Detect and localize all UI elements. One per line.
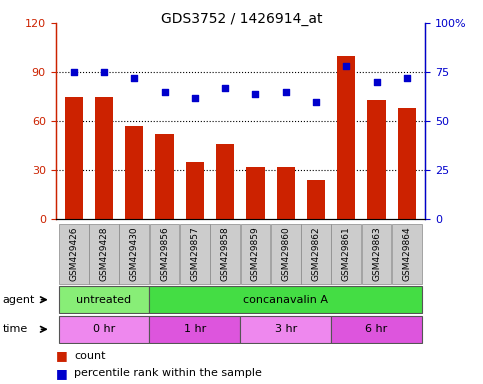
Bar <box>362 224 391 284</box>
Bar <box>125 126 143 219</box>
Point <box>282 89 290 95</box>
Point <box>130 75 138 81</box>
Bar <box>58 316 149 343</box>
Bar <box>119 224 149 284</box>
Text: GSM429864: GSM429864 <box>402 226 412 281</box>
Point <box>373 79 381 85</box>
Point <box>221 85 229 91</box>
Bar <box>149 286 422 313</box>
Bar <box>150 224 179 284</box>
Text: GSM429861: GSM429861 <box>342 226 351 281</box>
Text: GSM429860: GSM429860 <box>281 226 290 281</box>
Bar <box>331 316 422 343</box>
Text: GSM429426: GSM429426 <box>69 226 78 281</box>
Point <box>252 91 259 97</box>
Bar <box>149 316 241 343</box>
Bar <box>58 286 149 313</box>
Text: GSM429858: GSM429858 <box>221 226 229 281</box>
Text: 1 hr: 1 hr <box>184 324 206 334</box>
Text: GSM429862: GSM429862 <box>312 226 321 281</box>
Text: 3 hr: 3 hr <box>275 324 297 334</box>
Text: GSM429863: GSM429863 <box>372 226 381 281</box>
Text: count: count <box>74 351 105 361</box>
Point <box>342 63 350 69</box>
Bar <box>186 162 204 219</box>
Bar <box>368 100 385 219</box>
Bar <box>95 97 113 219</box>
Bar <box>241 224 270 284</box>
Bar <box>216 144 234 219</box>
Text: GSM429428: GSM429428 <box>99 226 109 281</box>
Bar <box>180 224 210 284</box>
Bar <box>271 224 300 284</box>
Bar <box>392 224 422 284</box>
Text: GSM429857: GSM429857 <box>190 226 199 281</box>
Bar <box>65 97 83 219</box>
Text: GSM429856: GSM429856 <box>160 226 169 281</box>
Text: percentile rank within the sample: percentile rank within the sample <box>74 368 262 378</box>
Bar <box>331 224 361 284</box>
Bar <box>337 56 355 219</box>
Text: ■: ■ <box>56 349 67 362</box>
Text: GDS3752 / 1426914_at: GDS3752 / 1426914_at <box>161 12 322 25</box>
Bar <box>301 224 331 284</box>
Text: agent: agent <box>2 295 35 305</box>
Text: 0 hr: 0 hr <box>93 324 115 334</box>
Bar <box>241 316 331 343</box>
Text: GSM429859: GSM429859 <box>251 226 260 281</box>
Text: ■: ■ <box>56 367 67 380</box>
Point <box>312 98 320 104</box>
Point <box>70 69 78 75</box>
Point <box>161 89 169 95</box>
Point <box>100 69 108 75</box>
Bar <box>307 180 325 219</box>
Bar <box>89 224 119 284</box>
Bar <box>59 224 88 284</box>
Text: GSM429430: GSM429430 <box>130 226 139 281</box>
Point <box>191 94 199 101</box>
Bar <box>398 108 416 219</box>
Bar <box>246 167 265 219</box>
Bar <box>210 224 240 284</box>
Text: 6 hr: 6 hr <box>366 324 388 334</box>
Text: untreated: untreated <box>76 295 131 305</box>
Point <box>403 75 411 81</box>
Text: time: time <box>2 324 28 334</box>
Bar <box>156 134 174 219</box>
Bar <box>277 167 295 219</box>
Text: concanavalin A: concanavalin A <box>243 295 328 305</box>
